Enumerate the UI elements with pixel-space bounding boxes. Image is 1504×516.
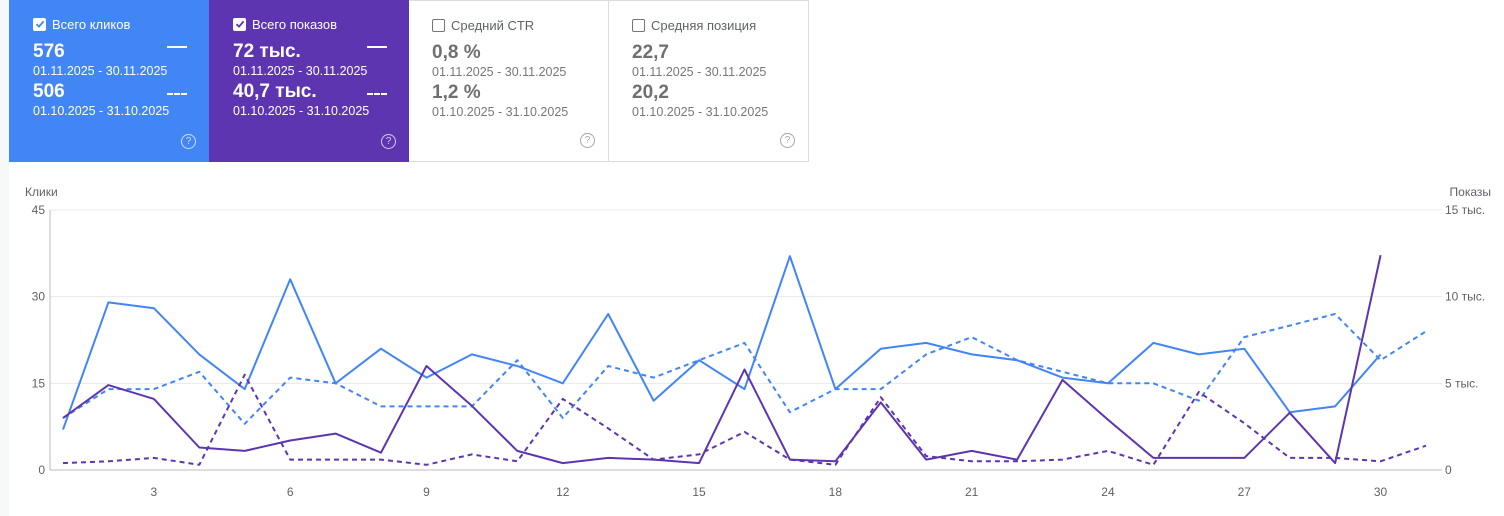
help-icon[interactable]: ? (580, 133, 595, 148)
range-previous: 01.10.2025 - 31.10.2025 (33, 104, 170, 118)
checkbox-unchecked-icon[interactable] (632, 18, 645, 32)
chart-series (62, 254, 1427, 466)
card-header: Средняя позиция (632, 15, 808, 35)
x-tick-label: 3 (151, 485, 158, 499)
x-tick-label: 21 (965, 485, 979, 499)
help-icon[interactable]: ? (181, 134, 196, 149)
series-line-current (62, 255, 1382, 430)
value-previous: 1,2 % (432, 82, 481, 103)
y-right-tick-label: 5 тыс. (1445, 376, 1478, 390)
value-previous: 40,7 тыс. (233, 81, 317, 102)
card-title: Всего показов (252, 16, 337, 32)
y-left-tick-label: 0 (38, 463, 45, 477)
x-axis-ticks: 3 6 9 12 15 18 21 24 27 30 (151, 485, 1388, 499)
x-tick-label: 9 (423, 485, 430, 499)
card-total-impressions[interactable]: Всего показов 72 тыс. 01.11.2025 - 30.11… (209, 0, 409, 162)
series-line-previous (62, 373, 1427, 466)
card-title: Средняя позиция (651, 17, 757, 33)
value-current: 72 тыс. (233, 41, 301, 62)
solid-line-legend-icon (167, 46, 187, 48)
help-icon[interactable]: ? (381, 134, 396, 149)
card-average-ctr[interactable]: Средний CTR 0,8 % 01.11.2025 - 30.11.202… (409, 0, 609, 162)
series-line-current (62, 254, 1382, 465)
value-current: 0,8 % (432, 42, 481, 63)
y-axis-right-label: Показы (1450, 185, 1491, 199)
card-title: Средний CTR (451, 17, 535, 33)
range-current: 01.11.2025 - 30.11.2025 (33, 64, 168, 78)
value-current: 576 (33, 41, 65, 62)
y-right-tick-label: 10 тыс. (1445, 290, 1485, 304)
x-tick-label: 18 (829, 485, 843, 499)
checkbox-unchecked-icon[interactable] (432, 18, 445, 32)
range-previous: 01.10.2025 - 31.10.2025 (632, 105, 769, 119)
left-margin-strip (0, 0, 9, 516)
y-axis-left-ticks: 0 15 30 45 (32, 203, 46, 477)
range-current: 01.11.2025 - 30.11.2025 (432, 65, 567, 79)
x-tick-label: 24 (1101, 485, 1115, 499)
range-current: 01.11.2025 - 30.11.2025 (233, 64, 368, 78)
x-tick-label: 12 (556, 485, 570, 499)
value-previous: 506 (33, 81, 65, 102)
dashed-line-legend-icon (167, 93, 187, 95)
range-previous: 01.10.2025 - 31.10.2025 (432, 105, 569, 119)
card-total-clicks[interactable]: Всего кликов 576 01.11.2025 - 30.11.2025… (9, 0, 209, 162)
y-axis-right-ticks: 0 5 тыс. 10 тыс. 15 тыс. (1445, 203, 1485, 477)
chart-grid (49, 209, 1442, 471)
card-title: Всего кликов (52, 16, 131, 32)
performance-chart: Клики Показы 0 15 30 45 0 5 тыс. 10 тыс. 15 ты… (25, 185, 1491, 499)
y-left-tick-label: 30 (32, 290, 46, 304)
checkbox-checked-icon[interactable] (33, 17, 46, 31)
y-right-tick-label: 0 (1445, 463, 1452, 477)
y-left-tick-label: 15 (32, 376, 46, 390)
checkbox-checked-icon[interactable] (233, 17, 246, 31)
x-tick-label: 30 (1374, 485, 1388, 499)
help-icon[interactable]: ? (780, 133, 795, 148)
y-left-tick-label: 45 (32, 203, 46, 217)
dashed-line-legend-icon (367, 93, 387, 95)
range-current: 01.11.2025 - 30.11.2025 (632, 65, 767, 79)
y-right-tick-label: 15 тыс. (1445, 203, 1485, 217)
x-tick-label: 15 (692, 485, 706, 499)
y-axis-left-label: Клики (25, 185, 58, 199)
card-header: Всего показов (233, 14, 409, 34)
metric-cards: Всего кликов 576 01.11.2025 - 30.11.2025… (9, 0, 809, 162)
solid-line-legend-icon (367, 46, 387, 48)
card-average-position[interactable]: Средняя позиция 22,7 01.11.2025 - 30.11.… (609, 0, 809, 162)
range-previous: 01.10.2025 - 31.10.2025 (233, 104, 370, 118)
card-header: Всего кликов (33, 14, 209, 34)
value-current: 22,7 (632, 42, 669, 63)
x-tick-label: 6 (287, 485, 294, 499)
value-previous: 20,2 (632, 82, 669, 103)
card-header: Средний CTR (432, 15, 608, 35)
x-tick-label: 27 (1238, 485, 1252, 499)
series-line-previous (62, 313, 1427, 425)
